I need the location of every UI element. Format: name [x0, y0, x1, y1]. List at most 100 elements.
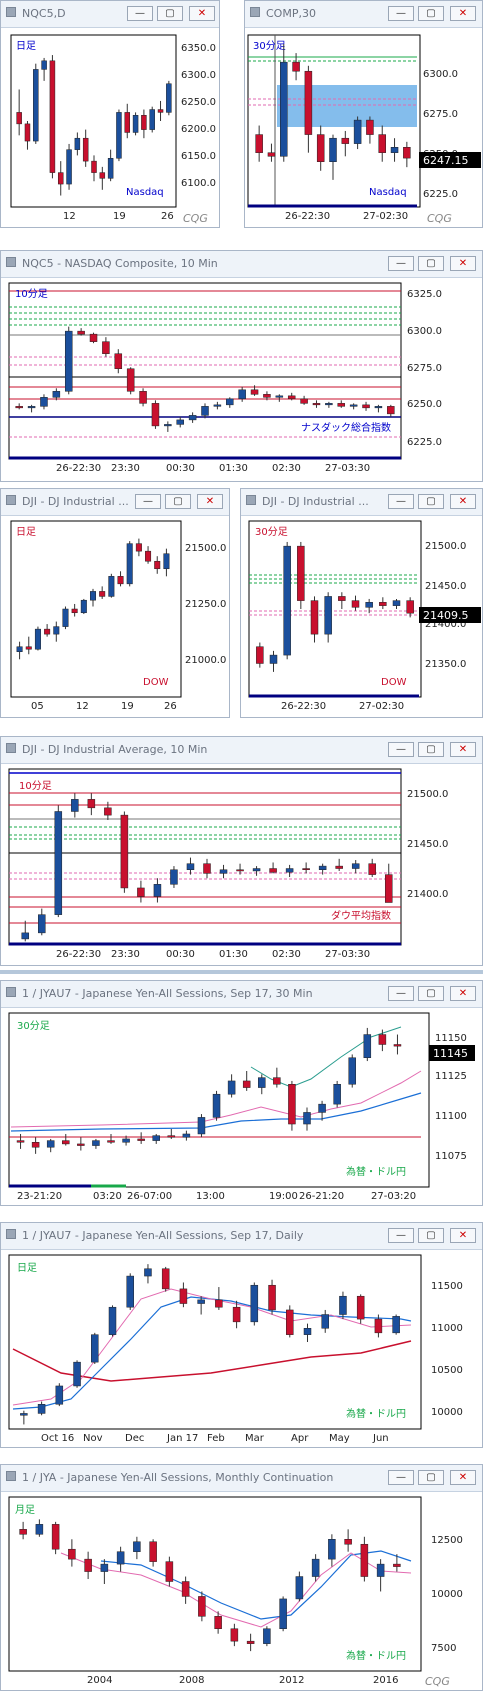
restore-button[interactable]: ▢	[418, 6, 444, 21]
candle-body	[344, 1539, 352, 1545]
window-title: 1 / JYAU7 - Japanese Yen-All Sessions, S…	[22, 1229, 304, 1242]
titlebar[interactable]: NQC5 - NASDAQ Composite, 10 Min — ▢ ✕	[1, 251, 482, 278]
restore-button[interactable]: ▢	[418, 986, 444, 1001]
close-button[interactable]: ✕	[450, 6, 476, 21]
window-nqc5-daily: NQC5,D — ▢ ✕ 日足 Nasdaq 6350.0 6300.0 625…	[0, 0, 220, 228]
close-icon: ✕	[205, 496, 215, 507]
candle-body	[40, 397, 48, 407]
candle-body	[318, 865, 327, 870]
candle-body	[392, 1316, 400, 1334]
window-title: NQC5,D	[22, 7, 66, 20]
close-icon: ✕	[197, 8, 207, 19]
window-title: 1 / JYAU7 - Japanese Yen-All Sessions, S…	[22, 987, 313, 1000]
separator	[0, 970, 483, 974]
xtick: 12	[63, 211, 76, 222]
minimize-button[interactable]: —	[388, 6, 414, 21]
candle-body	[329, 137, 337, 162]
chart-jya-monthly: 月足 為替・ドル円 12500 10000 7500 2004 2008 201…	[8, 1496, 463, 1688]
close-icon: ✕	[458, 496, 468, 507]
candle-body	[384, 874, 393, 903]
candle-body	[84, 1558, 92, 1572]
minimize-icon: —	[396, 496, 406, 507]
close-icon: ✕	[458, 988, 468, 999]
restore-button[interactable]: ▢	[418, 494, 444, 509]
candle-body	[133, 1541, 141, 1552]
close-button[interactable]: ✕	[450, 742, 476, 757]
candle-body	[49, 60, 56, 173]
minimize-button[interactable]: —	[127, 6, 153, 21]
restore-button[interactable]: ▢	[418, 1228, 444, 1243]
xtick: 02:30	[272, 949, 301, 960]
restore-button[interactable]: ▢	[157, 6, 183, 21]
candle-body	[362, 404, 370, 409]
minimize-button[interactable]: —	[388, 494, 414, 509]
xtick: 26	[164, 701, 177, 712]
window-icon	[246, 495, 256, 505]
candle-body	[348, 1057, 356, 1085]
titlebar[interactable]: DJI - DJ Industrial ... — ▢ ✕	[241, 489, 482, 516]
titlebar[interactable]: 1 / JYA - Japanese Yen-All Sessions, Mon…	[1, 1465, 482, 1492]
minimize-button[interactable]: —	[388, 1470, 414, 1485]
chart-dji-10min: 10分足 ダウ平均指数 21500.0 21450.0 21400.0 26-2…	[8, 768, 448, 960]
minimize-button[interactable]: —	[388, 742, 414, 757]
close-button[interactable]: ✕	[450, 1470, 476, 1485]
window-icon	[6, 495, 16, 505]
highlight-zone	[277, 85, 417, 127]
candle-body	[182, 1133, 191, 1138]
candle-body	[256, 646, 264, 664]
candle-body	[198, 1596, 206, 1617]
titlebar[interactable]: 1 / JYAU7 - Japanese Yen-All Sessions, S…	[1, 981, 482, 1008]
titlebar[interactable]: 1 / JYAU7 - Japanese Yen-All Sessions, S…	[1, 1223, 482, 1250]
candle-body	[258, 1077, 266, 1088]
close-button[interactable]: ✕	[189, 6, 215, 21]
candle-body	[102, 341, 110, 354]
period-label: 10分足	[19, 780, 52, 792]
candle-body	[165, 1561, 174, 1582]
period-label: 日足	[17, 1262, 37, 1274]
candle-body	[53, 626, 60, 635]
candle-body	[227, 1080, 236, 1095]
candle-body	[378, 134, 386, 153]
minimize-button[interactable]: —	[388, 1228, 414, 1243]
close-button[interactable]: ✕	[450, 986, 476, 1001]
candle-body	[77, 330, 85, 335]
titlebar[interactable]: NQC5,D — ▢ ✕	[1, 1, 219, 28]
ma-line	[10, 1070, 422, 1128]
candle-body	[44, 628, 51, 635]
candle-body	[339, 1295, 347, 1315]
close-button[interactable]: ✕	[450, 256, 476, 271]
ma-line	[10, 1092, 422, 1132]
xtick: 2012	[279, 1675, 304, 1686]
candle-body	[295, 1576, 304, 1600]
titlebar[interactable]: DJI - DJ Industrial ... — ▢ ✕	[1, 489, 229, 516]
minimize-button[interactable]: —	[388, 256, 414, 271]
xtick: 01:30	[219, 463, 248, 474]
restore-button[interactable]: ▢	[165, 494, 191, 509]
candle-body	[163, 553, 170, 570]
close-button[interactable]: ✕	[450, 1228, 476, 1243]
ytick: 6150.0	[181, 151, 216, 162]
titlebar[interactable]: COMP,30 — ▢ ✕	[245, 1, 482, 28]
minimize-icon: —	[143, 496, 153, 507]
minimize-button[interactable]: —	[388, 986, 414, 1001]
minimize-button[interactable]: —	[135, 494, 161, 509]
candle-body	[393, 1563, 401, 1567]
candle-body	[283, 545, 291, 656]
candle-body	[203, 863, 211, 874]
candle-body	[16, 112, 22, 125]
x-axis: 26-22:30 23:30 00:30 01:30 02:30 27-03:3…	[56, 463, 370, 474]
window-nqc5-10min: NQC5 - NASDAQ Composite, 10 Min — ▢ ✕ 10…	[0, 250, 483, 482]
window-icon	[6, 7, 16, 17]
close-button[interactable]: ✕	[197, 494, 223, 509]
candle-body	[292, 61, 300, 72]
candle-body	[62, 1140, 70, 1145]
close-button[interactable]: ✕	[450, 494, 476, 509]
titlebar[interactable]: DJI - DJ Industrial Average, 10 Min — ▢ …	[1, 737, 482, 764]
restore-button[interactable]: ▢	[418, 256, 444, 271]
candle-body	[126, 1275, 134, 1308]
restore-button[interactable]: ▢	[418, 742, 444, 757]
candle-body	[99, 591, 106, 597]
minimize-icon: —	[396, 258, 406, 269]
restore-button[interactable]: ▢	[418, 1470, 444, 1485]
chart-dji-daily: 日足 DOW 21500.0 21250.0 21000.0 05 12 19 …	[10, 520, 226, 712]
